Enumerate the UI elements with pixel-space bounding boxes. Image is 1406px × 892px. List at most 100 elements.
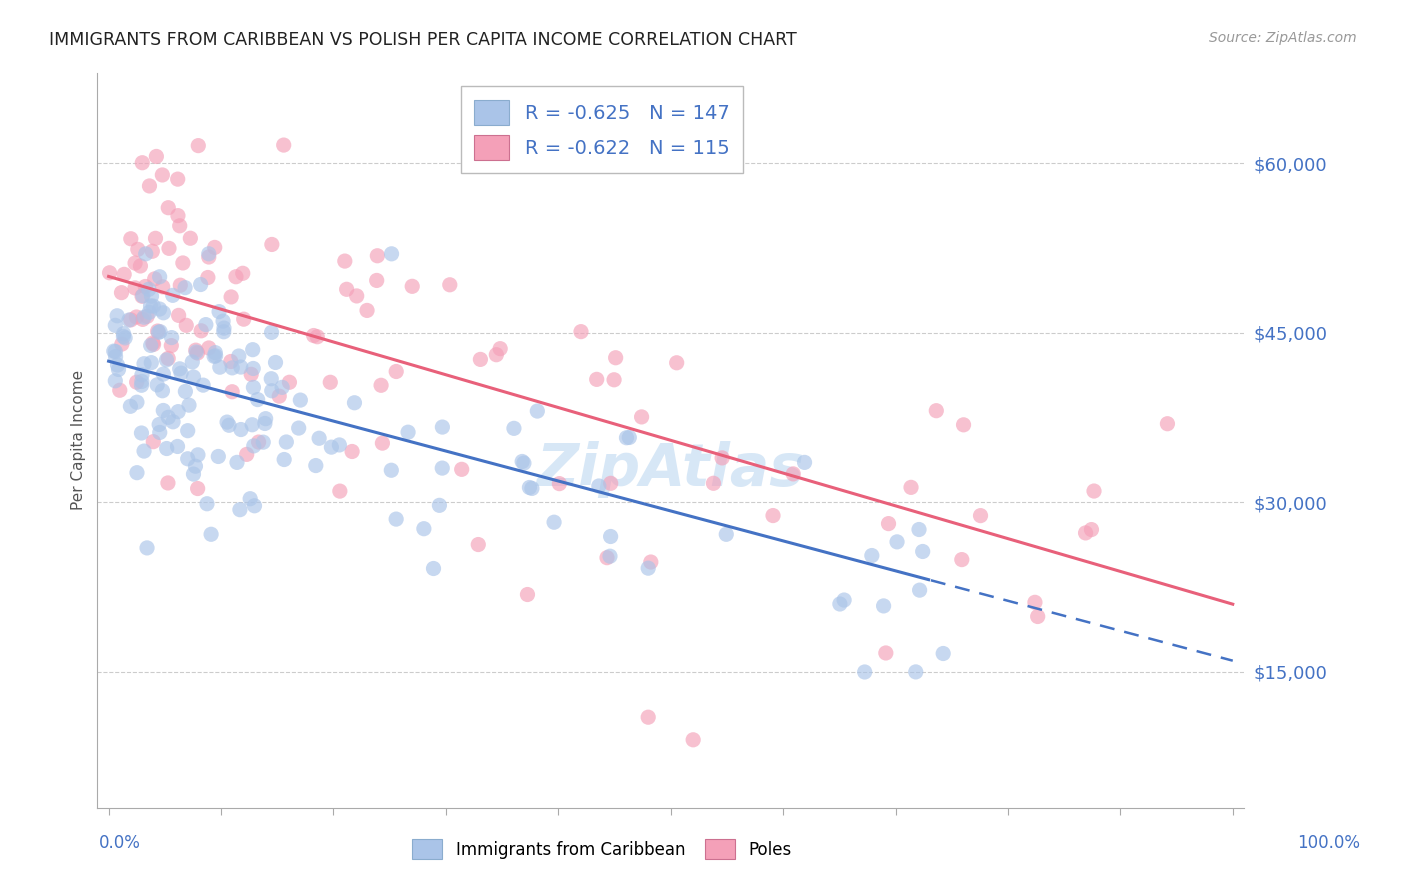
Point <box>174 280 197 294</box>
Point <box>510 454 533 468</box>
Point <box>149 301 172 316</box>
Point <box>932 647 955 661</box>
Point <box>125 395 148 409</box>
Point <box>187 448 209 462</box>
Point <box>132 444 155 458</box>
Point <box>1083 483 1105 498</box>
Point <box>131 289 153 303</box>
Point <box>141 356 163 370</box>
Point <box>146 324 169 338</box>
Point <box>516 587 538 601</box>
Point <box>596 550 619 565</box>
Point <box>1156 417 1178 431</box>
Point <box>242 439 264 453</box>
Point <box>141 289 163 303</box>
Point <box>212 325 235 339</box>
Point <box>396 425 419 440</box>
Point <box>221 360 243 375</box>
Point <box>208 304 231 318</box>
Point <box>174 384 197 399</box>
Point <box>184 459 207 474</box>
Point <box>485 348 508 362</box>
Point <box>200 527 222 541</box>
Point <box>319 376 342 390</box>
Point <box>412 522 434 536</box>
Point <box>98 266 121 280</box>
Point <box>242 361 264 376</box>
Point <box>148 417 170 432</box>
Point <box>239 491 262 506</box>
Point <box>385 364 408 378</box>
Point <box>212 321 235 335</box>
Point <box>246 392 269 407</box>
Point <box>197 270 219 285</box>
Point <box>131 425 153 440</box>
Point <box>146 377 169 392</box>
Point <box>832 593 855 607</box>
Point <box>371 436 394 450</box>
Point <box>149 325 172 339</box>
Point <box>187 482 209 496</box>
Point <box>588 479 610 493</box>
Point <box>432 420 454 434</box>
Point <box>197 250 219 264</box>
Point <box>112 326 135 341</box>
Point <box>157 241 180 255</box>
Point <box>260 326 283 340</box>
Point <box>204 240 226 254</box>
Point <box>401 279 423 293</box>
Point <box>271 380 294 394</box>
Point <box>136 310 159 324</box>
Point <box>104 350 127 364</box>
Point <box>131 312 153 326</box>
Point <box>308 431 330 445</box>
Point <box>235 447 257 461</box>
Point <box>637 710 659 724</box>
Point <box>195 497 218 511</box>
Point <box>716 527 738 541</box>
Point <box>439 277 461 292</box>
Point <box>145 149 167 163</box>
Point <box>148 326 170 340</box>
Point <box>139 299 162 313</box>
Point <box>385 512 408 526</box>
Point <box>111 337 134 351</box>
Point <box>152 280 174 294</box>
Point <box>242 380 264 394</box>
Point <box>132 289 155 303</box>
Point <box>134 310 156 325</box>
Point <box>619 430 641 444</box>
Point <box>142 434 165 449</box>
Point <box>184 343 207 358</box>
Point <box>169 278 191 293</box>
Point <box>139 338 162 352</box>
Point <box>125 375 148 389</box>
Point <box>637 561 659 575</box>
Point <box>228 349 250 363</box>
Point <box>240 417 263 432</box>
Y-axis label: Per Capita Income: Per Capita Income <box>72 370 86 510</box>
Point <box>193 378 215 392</box>
Point <box>305 458 328 473</box>
Point <box>190 277 212 292</box>
Point <box>860 549 883 563</box>
Point <box>599 476 621 491</box>
Point <box>585 372 607 386</box>
Point <box>104 344 127 359</box>
Point <box>616 431 638 445</box>
Point <box>380 463 402 477</box>
Point <box>110 285 132 300</box>
Point <box>872 599 894 613</box>
Point <box>138 178 160 193</box>
Point <box>273 138 295 153</box>
Point <box>157 351 180 366</box>
Point <box>112 268 135 282</box>
Point <box>167 309 190 323</box>
Point <box>219 290 242 304</box>
Point <box>118 313 141 327</box>
Point <box>181 355 204 369</box>
Point <box>366 249 388 263</box>
Point <box>183 467 205 481</box>
Point <box>157 201 180 215</box>
Point <box>160 330 183 344</box>
